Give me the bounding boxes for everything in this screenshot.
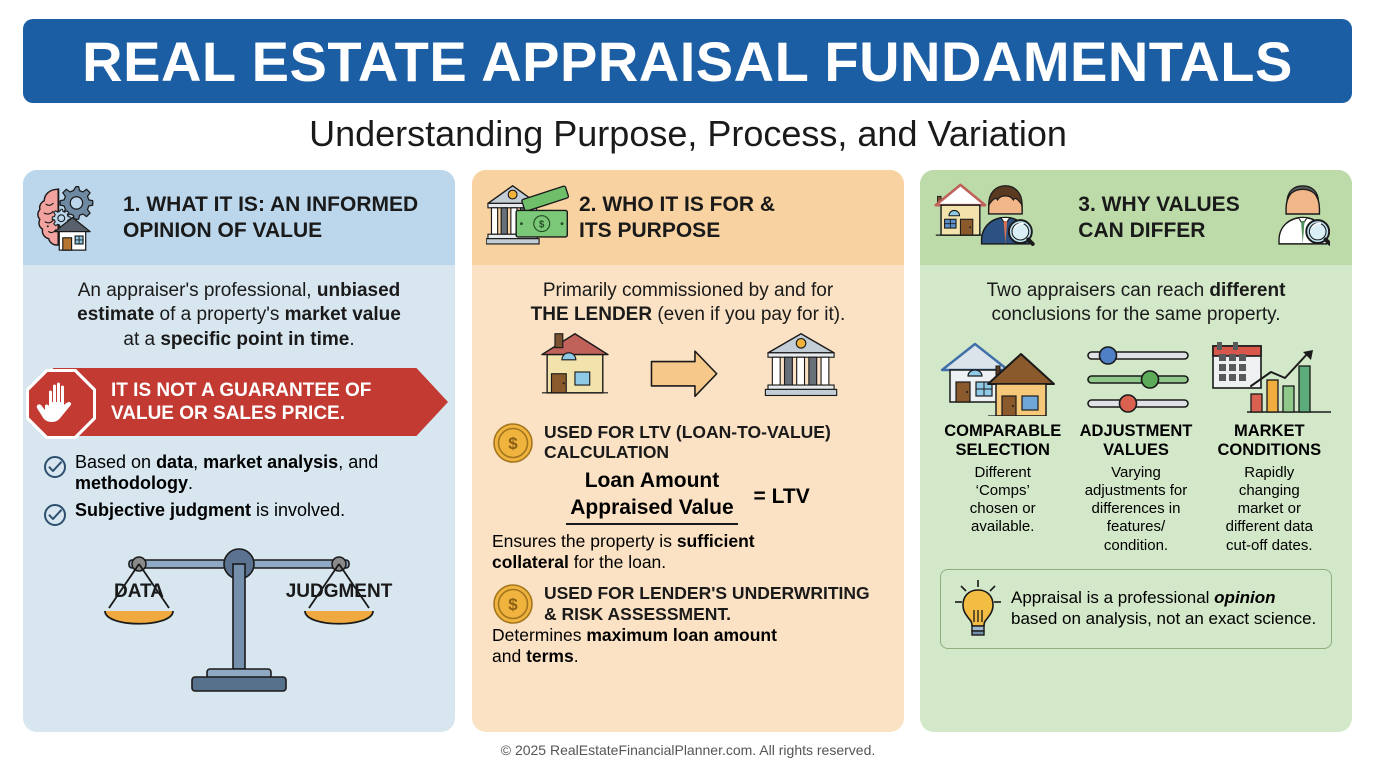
svg-text:DATA: DATA (114, 581, 164, 602)
svg-text:$: $ (508, 595, 518, 614)
svg-text:$: $ (508, 434, 518, 453)
svg-text:$: $ (539, 220, 545, 231)
svg-text:JUDGMENT: JUDGMENT (286, 581, 393, 602)
